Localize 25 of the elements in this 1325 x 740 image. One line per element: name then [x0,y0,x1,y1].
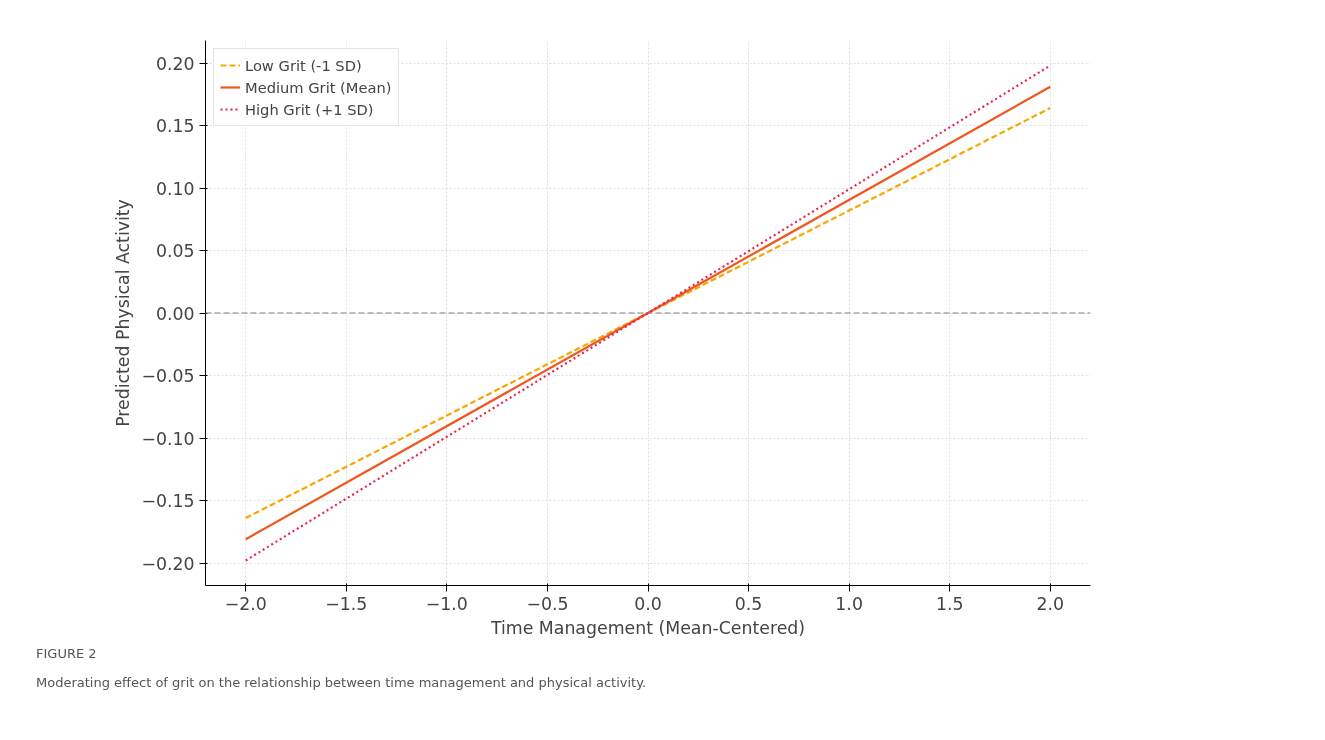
y-tick-label: −0.15 [141,491,195,511]
y-tick-label: 0.20 [155,53,195,74]
y-tick-label: 0.10 [155,178,195,199]
y-tick-label: 0.15 [155,116,195,136]
x-tick-label: 1.0 [835,593,863,614]
y-tick-label: −0.10 [141,428,195,449]
legend-label: High Grit (+1 SD) [245,100,374,118]
legend-label: Medium Grit (Mean) [245,78,392,96]
caption: FIGURE 2 [36,645,97,663]
x-tick-label: −1.5 [325,593,368,614]
text: Moderating effect of grit on the relationship between time management and physical activity. [36,673,647,692]
y-tick-label: 0.00 [155,303,195,324]
x-axis-title: Time Management (Mean-Centered) [489,617,806,638]
legend-label: Low Grit (-1 SD) [245,56,362,74]
x-tick-label: −1.0 [425,593,468,614]
x-tick-label: −2.0 [224,593,267,614]
y-tick-label: −0.20 [141,553,195,574]
x-tick-label: 2.0 [1036,593,1065,614]
x-tick-label: 1.5 [935,593,964,614]
y-tick-label: −0.05 [141,366,195,386]
x-tick-label: −0.5 [526,593,569,614]
y-axis-title: Predicted Physical Activity [113,199,134,427]
y-tick-label: 0.05 [155,241,195,261]
x-tick-label: 0.0 [634,593,662,614]
x-tick-label: 0.5 [734,593,763,614]
